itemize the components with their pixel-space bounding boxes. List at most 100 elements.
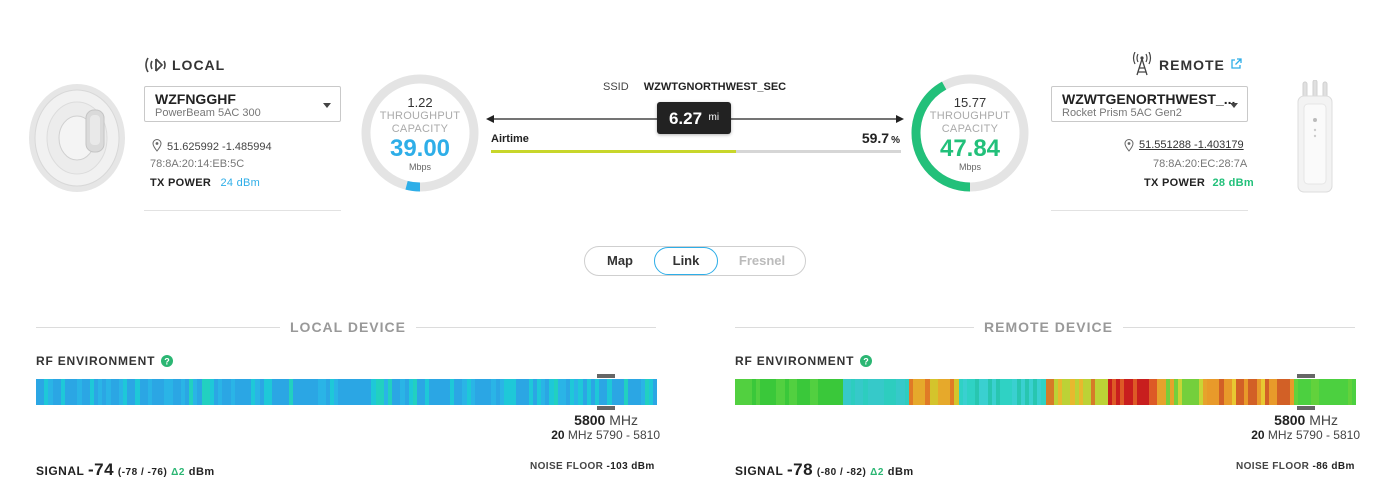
spectrum-bin [193,379,198,405]
tab-fresnel[interactable]: Fresnel [738,253,786,268]
spectrum-bin [69,379,74,405]
spectrum-bin [296,379,301,405]
spectrum-bin [1269,379,1274,405]
external-link-icon[interactable] [1230,58,1242,70]
spectrum-bin [1004,379,1009,405]
help-icon[interactable]: ? [860,355,872,367]
spectrum-bin [346,379,351,405]
spectrum-bin [185,379,190,405]
spectrum-bin [846,379,851,405]
spectrum-bin [875,379,880,405]
chevron-down-icon [1230,103,1238,108]
local-tx-power: TX POWER 24 dBm [150,177,260,189]
spectrum-bin [441,379,446,405]
spectrum-bin [537,379,542,405]
spectrum-bin [958,379,963,405]
spectrum-bin [747,379,752,405]
spectrum-bin [788,379,793,405]
local-rf-spectrum[interactable] [36,379,658,405]
spectrum-bin [1248,379,1253,405]
spectrum-bin [1302,379,1307,405]
spectrum-bin [503,379,509,405]
remote-noise-label: NOISE FLOOR [1236,461,1310,472]
spectrum-bin [1335,379,1340,405]
spectrum-bin [400,379,405,405]
spectrum-bin [1207,379,1212,405]
spectrum-bin [40,379,45,405]
spectrum-bin [921,379,926,405]
spectrum-bin [532,379,538,405]
remote-signal: SIGNAL -78 (-80 / -82) Δ2 dBm [735,460,914,480]
spectrum-bin [1103,379,1108,405]
spectrum-bin [520,379,525,405]
spectrum-bin [64,379,70,405]
spectrum-bin [313,379,318,405]
remote-gauge-unit: Mbps [958,162,981,172]
remote-channel-width: 20 MHz 5790 - 5810 [1200,428,1360,442]
spectrum-bin [429,379,434,405]
spectrum-bin [570,379,575,405]
spectrum-bin [821,379,827,405]
spectrum-bin [259,379,264,405]
spectrum-bin [1281,379,1286,405]
remote-signal-label: SIGNAL [735,464,784,478]
local-channel-width: 20 MHz 5790 - 5810 [500,428,660,442]
spectrum-bin [392,379,397,405]
spectrum-bin [1327,379,1332,405]
spectrum-bin [1012,379,1017,405]
local-divider [144,210,341,211]
remote-coords[interactable]: 51.551288 -1.403179 [1139,139,1244,151]
spectrum-bin [971,379,976,405]
spectrum-bin [557,379,562,405]
spectrum-bin [1306,379,1311,405]
spectrum-bin [751,379,756,405]
remote-device-select[interactable]: WZWTGENORTHWEST_... Rocket Prism 5AC Gen… [1051,86,1248,122]
spectrum-bin [375,379,380,405]
local-coords: 51.625992 -1.485994 [167,141,272,153]
spectrum-bin [917,379,922,405]
tab-map[interactable]: Map [607,253,633,268]
remote-rf-label: RF ENVIRONMENT [735,354,855,368]
spectrum-bin [238,379,244,405]
remote-divider [1051,210,1248,211]
spectrum-bin [147,379,152,405]
spectrum-bin [222,379,227,405]
spectrum-bin [1070,379,1075,405]
local-device-select[interactable]: WZFNGGHF PowerBeam 5AC 300 [144,86,341,122]
distance-unit: mi [708,112,720,123]
airtime-readout: 59.7% [842,130,900,146]
spectrum-bin [151,379,157,405]
help-icon[interactable]: ? [161,355,173,367]
spectrum-bin [574,379,579,405]
local-gauge-label2: CAPACITY [391,123,449,135]
remote-gauge-label2: CAPACITY [941,123,999,135]
spectrum-bin [433,379,438,405]
spectrum-bin [371,379,376,405]
remote-signal-pair: (-80 / -82) [816,467,867,478]
spectrum-bin [164,379,169,405]
spectrum-bin [135,379,140,405]
spectrum-bin [267,379,273,405]
spectrum-bin [44,379,49,405]
spectrum-bin [611,379,616,405]
spectrum-bin [1219,379,1224,405]
spectrum-bin [925,379,930,405]
spectrum-bin [1215,379,1220,405]
local-device-model: PowerBeam 5AC 300 [155,107,261,119]
tab-link[interactable]: Link [654,247,718,275]
spectrum-bin [834,379,839,405]
local-noise-label: NOISE FLOOR [530,461,604,472]
spectrum-bin [474,379,480,405]
spectrum-bin [603,379,608,405]
spectrum-bin [1298,379,1303,405]
spectrum-bin [615,379,620,405]
remote-rf-spectrum[interactable] [735,379,1357,405]
spectrum-bin [983,379,988,405]
spectrum-bin [450,379,455,405]
spectrum-bin [56,379,61,405]
spectrum-bin [1178,379,1183,405]
chevron-down-icon [323,103,331,108]
spectrum-bin [383,379,388,405]
spectrum-bin [1016,379,1021,405]
spectrum-bin [1202,379,1208,405]
